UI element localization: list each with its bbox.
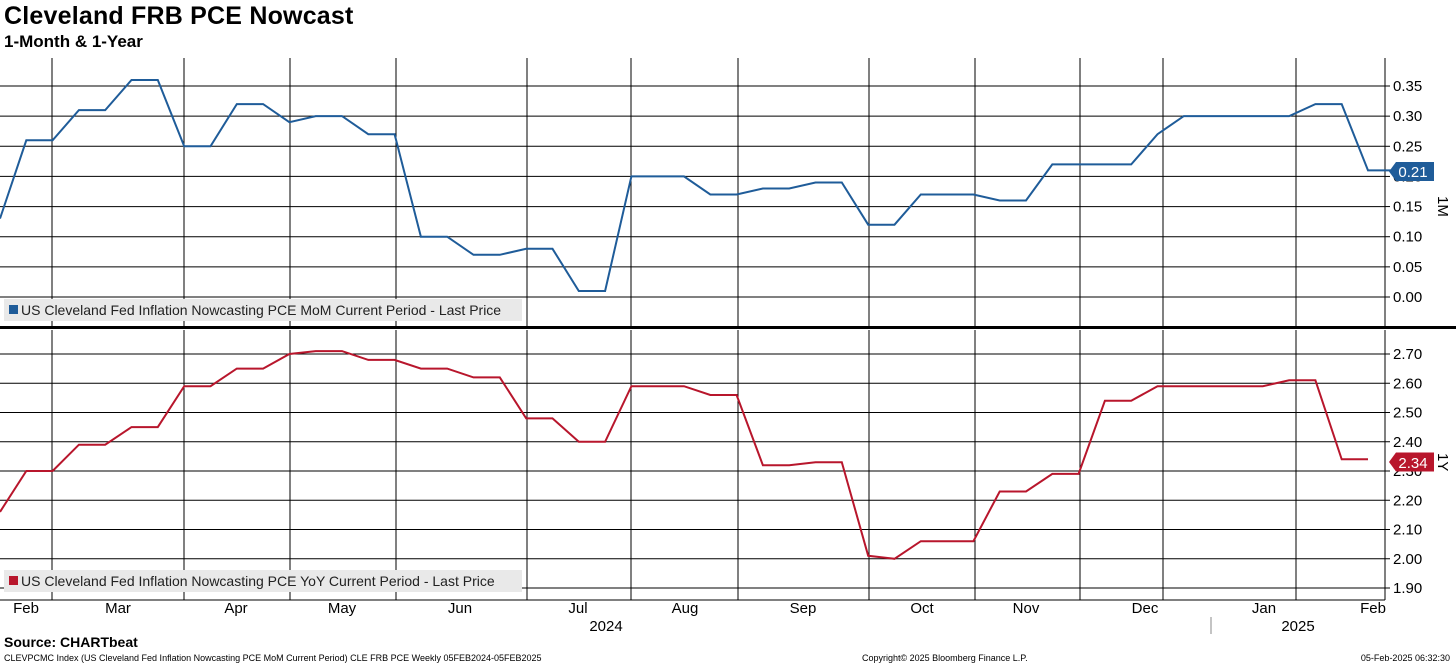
chart-subtitle: 1-Month & 1-Year — [4, 32, 143, 51]
y-tick-label: 0.05 — [1393, 259, 1422, 276]
last-value-yoy: 2.34 — [1389, 452, 1434, 472]
y-tick-label: 2.20 — [1393, 492, 1422, 509]
y-tick-label: 0.00 — [1393, 289, 1422, 306]
y-tick-label: 0.35 — [1393, 78, 1422, 95]
x-tick-label: Jul — [568, 600, 587, 617]
y-tick-label: 0.10 — [1393, 229, 1422, 246]
y-tick-label: 1.90 — [1393, 580, 1422, 597]
series-yoy — [0, 350, 1369, 560]
source-note: Source: CHARTbeat — [4, 634, 138, 650]
x-tick-label: Jan — [1252, 600, 1276, 617]
panel-label-mom: 1M — [1434, 196, 1451, 217]
grid-bottom — [0, 330, 1386, 600]
x-tick-label: Jun — [448, 600, 472, 617]
x-tick-label: Feb — [13, 600, 39, 617]
x-tick-label: Nov — [1013, 600, 1040, 617]
last-value-mom-label: 0.21 — [1398, 164, 1427, 181]
legend-yoy-label: US Cleveland Fed Inflation Nowcasting PC… — [21, 573, 495, 589]
y-tick-label: 2.70 — [1393, 346, 1422, 363]
grid-top — [0, 58, 1386, 326]
x-tick-label: Dec — [1132, 600, 1159, 617]
last-value-yoy-label: 2.34 — [1398, 455, 1427, 472]
y-axis-mom: 0.350.300.250.200.150.100.050.00 — [1385, 78, 1422, 306]
y-tick-label: 2.40 — [1393, 434, 1422, 451]
x-tick-label: Aug — [672, 600, 699, 617]
y-tick-label: 2.00 — [1393, 551, 1422, 568]
x-tick-label: Sep — [790, 600, 817, 617]
y-tick-label: 2.60 — [1393, 375, 1422, 392]
legend-mom: US Cleveland Fed Inflation Nowcasting PC… — [4, 299, 522, 321]
x-tick-label: Apr — [224, 600, 247, 617]
y-tick-label: 0.15 — [1393, 199, 1422, 216]
last-value-mom: 0.21 — [1389, 162, 1434, 181]
footer-copyright: Copyright© 2025 Bloomberg Finance L.P. — [862, 653, 1028, 663]
footer-timestamp: 05-Feb-2025 06:32:30 — [1360, 653, 1450, 663]
legend-yoy: US Cleveland Fed Inflation Nowcasting PC… — [4, 570, 522, 592]
series-mom — [0, 79, 1395, 292]
x-tick-label: May — [328, 600, 357, 617]
x-tick-label: Oct — [910, 600, 934, 617]
y-tick-label: 2.50 — [1393, 405, 1422, 422]
x-year-label: 2025 — [1281, 618, 1314, 635]
x-axis: Feb Mar Apr May Jun Jul Aug Sep Oct Nov Dec Jan Feb 2… — [0, 599, 1386, 635]
x-tick-label: Feb — [1360, 600, 1386, 617]
legend-mom-label: US Cleveland Fed Inflation Nowcasting PC… — [21, 302, 501, 318]
chart-title: Cleveland FRB PCE Nowcast — [4, 2, 354, 30]
y-tick-label: 0.25 — [1393, 138, 1422, 155]
y-tick-label: 2.10 — [1393, 522, 1422, 539]
y-tick-label: 0.30 — [1393, 108, 1422, 125]
legend-yoy-swatch — [9, 576, 18, 585]
x-year-label: 2024 — [589, 618, 622, 635]
x-tick-label: Mar — [105, 600, 131, 617]
footer-index-description: CLEVPCMC Index (US Cleveland Fed Inflati… — [4, 653, 542, 663]
legend-mom-swatch — [9, 305, 18, 314]
series-line-yoy — [0, 350, 1368, 560]
series-line-mom — [0, 79, 1395, 292]
panel-label-yoy: 1Y — [1434, 453, 1451, 471]
